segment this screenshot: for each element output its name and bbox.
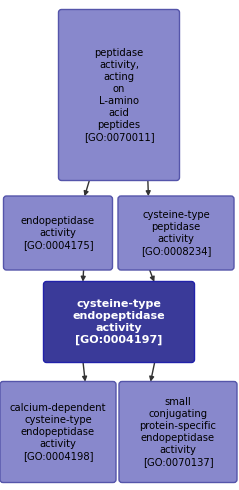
FancyBboxPatch shape (119, 382, 237, 483)
FancyBboxPatch shape (43, 281, 195, 363)
FancyBboxPatch shape (0, 382, 116, 483)
FancyBboxPatch shape (4, 196, 113, 270)
Text: endopeptidase
activity
[GO:0004175]: endopeptidase activity [GO:0004175] (21, 216, 95, 250)
Text: calcium-dependent
cysteine-type
endopeptidase
activity
[GO:0004198]: calcium-dependent cysteine-type endopept… (10, 403, 106, 461)
Text: cysteine-type
endopeptidase
activity
[GO:0004197]: cysteine-type endopeptidase activity [GO… (73, 299, 165, 345)
Text: cysteine-type
peptidase
activity
[GO:0008234]: cysteine-type peptidase activity [GO:000… (141, 210, 211, 256)
Text: small
conjugating
protein-specific
endopeptidase
activity
[GO:0070137]: small conjugating protein-specific endop… (140, 397, 217, 467)
FancyBboxPatch shape (59, 9, 179, 180)
FancyBboxPatch shape (118, 196, 234, 270)
Text: peptidase
activity,
acting
on
L-amino
acid
peptides
[GO:0070011]: peptidase activity, acting on L-amino ac… (84, 48, 154, 142)
